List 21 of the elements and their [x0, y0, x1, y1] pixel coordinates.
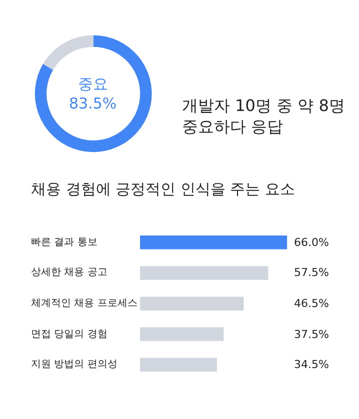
y-tick-label: 체계적인 채용 프로세스 [31, 298, 138, 309]
chart-title: 채용 경험에 긍정적인 인식을 주는 요소 [31, 180, 295, 198]
data-label: 34.5% [294, 358, 329, 371]
bar [140, 266, 268, 280]
donut-slice [34, 35, 152, 152]
slice-label: 중요 [78, 75, 108, 93]
y-tick-label: 지원 방법의 편의성 [31, 359, 118, 370]
y-tick-label: 상세한 채용 공고 [31, 267, 108, 278]
data-label: 46.5% [294, 297, 329, 310]
bar [140, 327, 224, 342]
bar [140, 236, 288, 250]
data-label: 83.5% [69, 94, 117, 112]
y-tick-label: 면접 당일의 경험 [31, 329, 108, 340]
bar [140, 358, 217, 372]
data-label: 57.5% [294, 266, 329, 279]
text: 개발자 10명 중 약 8명 중요하다 응답 [182, 96, 345, 136]
data-label: 37.5% [294, 328, 329, 341]
bar [140, 296, 244, 310]
y-tick-label: 빠른 결과 통보 [31, 237, 98, 248]
data-label: 66.0% [294, 236, 329, 249]
donut-slice [43, 35, 94, 70]
